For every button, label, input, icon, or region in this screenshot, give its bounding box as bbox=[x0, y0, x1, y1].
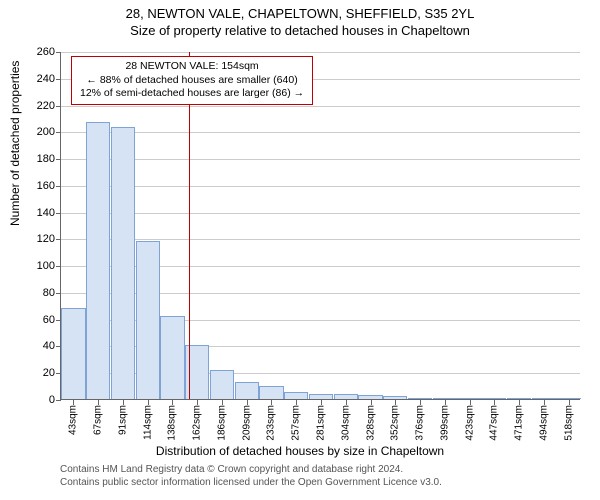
bar bbox=[309, 394, 333, 399]
bar bbox=[86, 122, 110, 399]
chart-subtitle: Size of property relative to detached ho… bbox=[0, 23, 600, 38]
xtick-label: 399sqm bbox=[439, 405, 450, 441]
plot-area: 020406080100120140160180200220240260 43s… bbox=[60, 52, 580, 400]
annotation-box: 28 NEWTON VALE: 154sqm ← 88% of detached… bbox=[71, 56, 313, 105]
ytick-label: 240 bbox=[37, 73, 55, 85]
ytick-label: 200 bbox=[37, 126, 55, 138]
bar bbox=[334, 394, 358, 399]
xtick-label: 518sqm bbox=[563, 405, 574, 441]
ytick-label: 0 bbox=[49, 394, 55, 406]
ytick-label: 100 bbox=[37, 260, 55, 272]
xtick-label: 471sqm bbox=[514, 405, 525, 441]
xtick-label: 376sqm bbox=[415, 405, 426, 441]
bar bbox=[433, 398, 457, 399]
ytick-label: 20 bbox=[43, 367, 55, 379]
copyright-block: Contains HM Land Registry data © Crown c… bbox=[60, 464, 442, 489]
xtick-label: 352sqm bbox=[390, 405, 401, 441]
bar bbox=[111, 127, 135, 399]
xtick-label: 257sqm bbox=[291, 405, 302, 441]
annotation-line-2: ← 88% of detached houses are smaller (64… bbox=[80, 74, 304, 88]
x-axis-label: Distribution of detached houses by size … bbox=[0, 444, 600, 458]
ytick-label: 160 bbox=[37, 180, 55, 192]
xtick-label: 281sqm bbox=[316, 405, 327, 441]
bar bbox=[507, 398, 531, 399]
bar bbox=[556, 398, 580, 399]
xtick-label: 138sqm bbox=[167, 405, 178, 441]
ytick-label: 60 bbox=[43, 314, 55, 326]
copyright-line-1: Contains HM Land Registry data © Crown c… bbox=[60, 464, 442, 477]
chart-container: 28, NEWTON VALE, CHAPELTOWN, SHEFFIELD, … bbox=[0, 0, 600, 500]
bar bbox=[61, 308, 85, 399]
ytick-label: 40 bbox=[43, 340, 55, 352]
bar bbox=[383, 396, 407, 399]
xtick-label: 328sqm bbox=[365, 405, 376, 441]
y-axis-label: Number of detached properties bbox=[8, 61, 22, 226]
ytick-label: 180 bbox=[37, 153, 55, 165]
xtick-label: 91sqm bbox=[117, 405, 128, 435]
ytick-label: 120 bbox=[37, 233, 55, 245]
ytick-label: 260 bbox=[37, 46, 55, 58]
bar bbox=[259, 386, 283, 399]
ytick-mark bbox=[56, 400, 61, 401]
xtick-label: 67sqm bbox=[93, 405, 104, 435]
ytick-label: 140 bbox=[37, 207, 55, 219]
bar bbox=[532, 398, 556, 399]
bar bbox=[284, 392, 308, 399]
copyright-line-2: Contains public sector information licen… bbox=[60, 477, 442, 490]
xtick-label: 423sqm bbox=[464, 405, 475, 441]
bar bbox=[358, 395, 382, 399]
xtick-label: 304sqm bbox=[340, 405, 351, 441]
bar bbox=[235, 382, 259, 399]
ytick-label: 80 bbox=[43, 287, 55, 299]
ytick-label: 220 bbox=[37, 100, 55, 112]
chart-title: 28, NEWTON VALE, CHAPELTOWN, SHEFFIELD, … bbox=[0, 0, 600, 23]
xtick-label: 494sqm bbox=[538, 405, 549, 441]
bar bbox=[210, 370, 234, 399]
xtick-label: 209sqm bbox=[241, 405, 252, 441]
xtick-label: 186sqm bbox=[216, 405, 227, 441]
xtick-label: 233sqm bbox=[266, 405, 277, 441]
bar bbox=[408, 398, 432, 399]
bar bbox=[457, 398, 481, 399]
annotation-line-3: 12% of semi-detached houses are larger (… bbox=[80, 87, 304, 101]
bar bbox=[160, 316, 184, 399]
xtick-label: 114sqm bbox=[142, 405, 153, 440]
annotation-line-1: 28 NEWTON VALE: 154sqm bbox=[80, 60, 304, 74]
xtick-label: 447sqm bbox=[489, 405, 500, 441]
xtick-label: 162sqm bbox=[192, 405, 203, 441]
bar bbox=[136, 241, 160, 399]
xtick-label: 43sqm bbox=[68, 405, 79, 435]
bar bbox=[482, 398, 506, 399]
